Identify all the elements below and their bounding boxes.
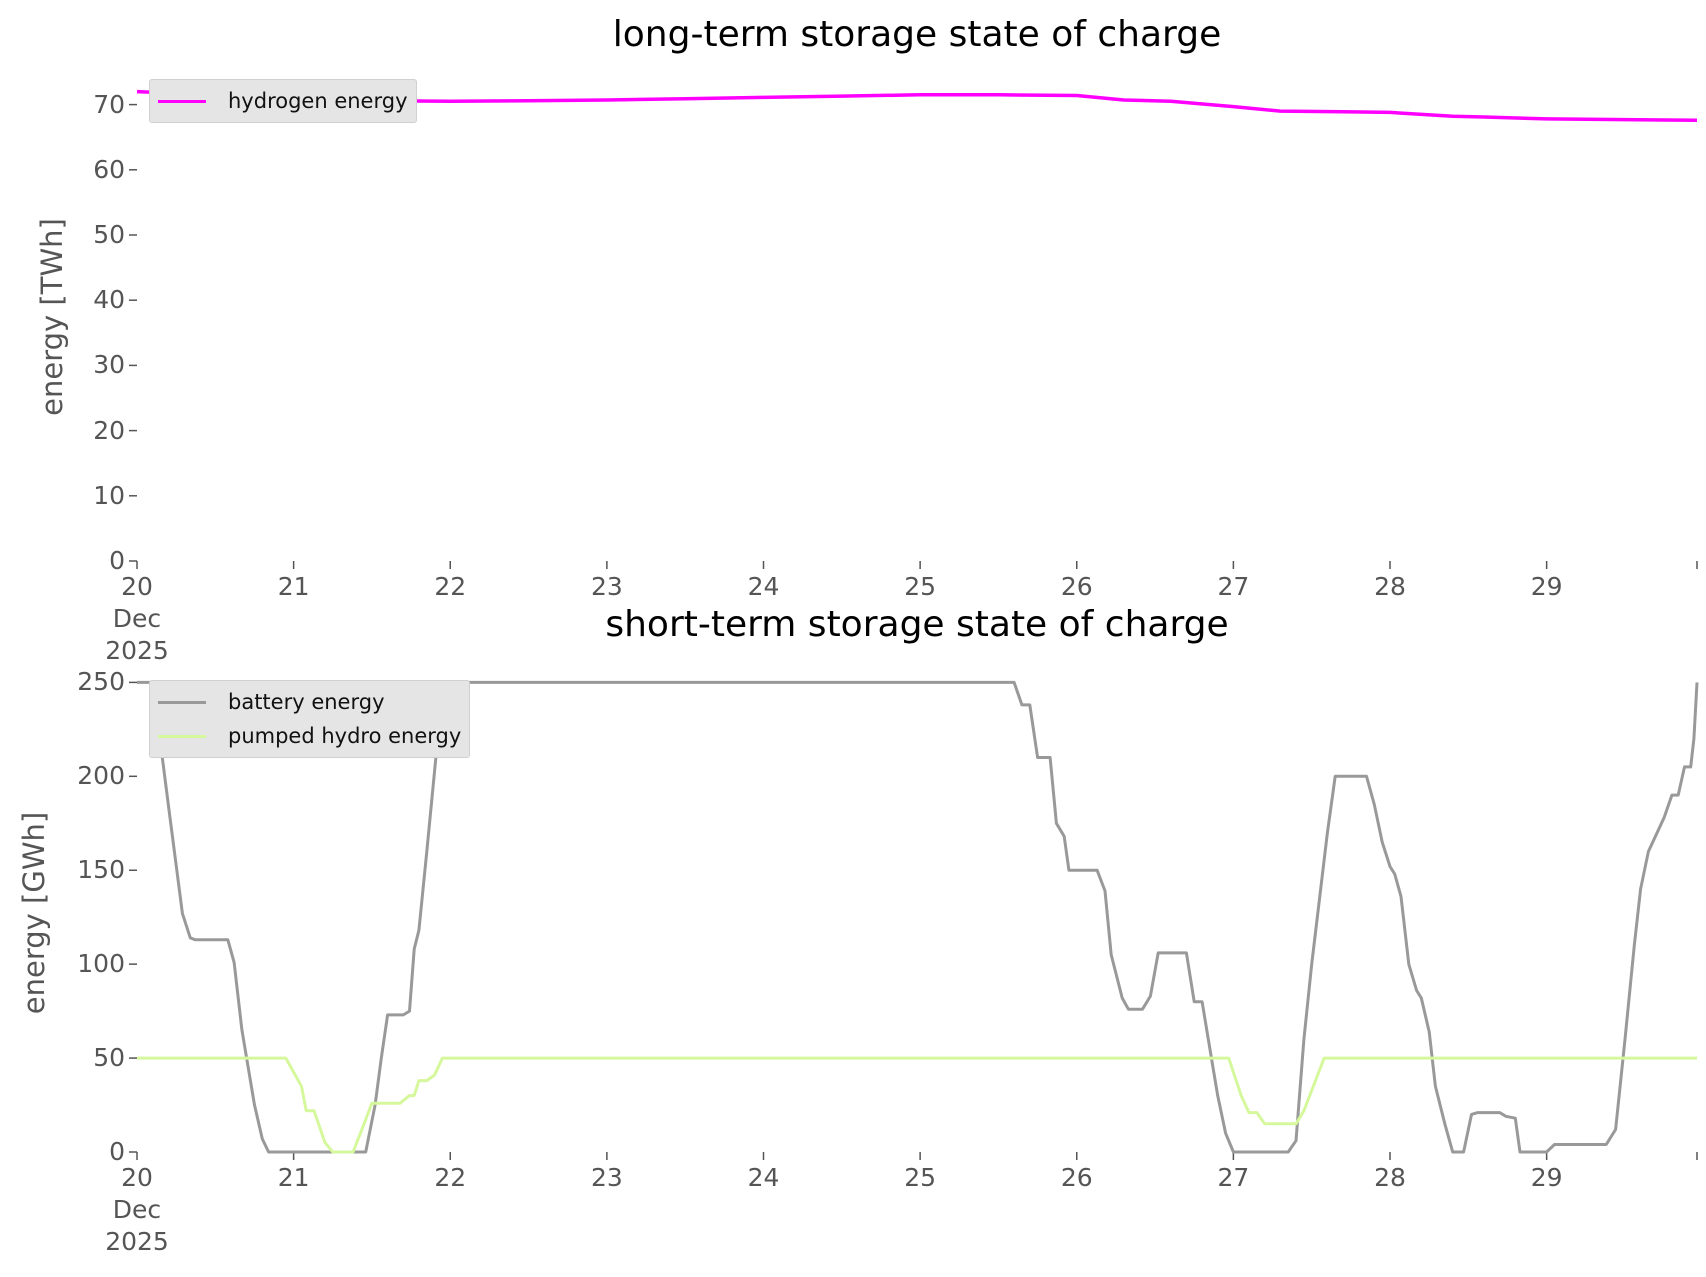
y-tick-label: 200 — [77, 761, 125, 791]
y-axis-label: energy [GWh] — [17, 811, 51, 1014]
y-tick-label: 30 — [93, 350, 125, 380]
y-tick-label: 250 — [77, 667, 125, 697]
x-tick-label: 27 — [1217, 1163, 1250, 1192]
x-tick-label: 24 — [747, 1163, 780, 1192]
y-tick-label: 10 — [93, 480, 125, 510]
y-tick-label: 50 — [93, 1043, 125, 1073]
legend: battery energy pumped hydro energy — [149, 680, 471, 758]
chart-title: short-term storage state of charge — [605, 604, 1229, 645]
x-tick-label: 21 — [277, 572, 310, 601]
y-axis-label: energy [TWh] — [35, 217, 69, 416]
y-tick-label: 100 — [77, 949, 125, 979]
chart-title: long-term storage state of charge — [612, 14, 1222, 55]
x-tick-label: 26 — [1060, 1163, 1093, 1192]
legend-entry: battery energy — [158, 685, 461, 719]
x-tick-label: 24 — [747, 572, 780, 601]
legend: hydrogen energy — [149, 79, 417, 123]
x-tick-label: 29 — [1530, 572, 1563, 601]
x-tick-label: 20 Dec 2025 — [105, 1163, 169, 1256]
y-tick-label: 60 — [93, 154, 125, 184]
legend-entry: hydrogen energy — [158, 84, 408, 118]
y-tick-label: 0 — [109, 1137, 125, 1166]
y-tick-label: 40 — [93, 285, 125, 315]
x-tick-label: 22 — [434, 572, 467, 601]
x-tick-label: 26 — [1060, 572, 1093, 601]
y-tick-label: 70 — [93, 89, 125, 119]
legend-swatch — [158, 99, 206, 103]
x-tick-label: 27 — [1217, 572, 1250, 601]
x-tick-label: 20 Dec 2025 — [105, 572, 169, 665]
y-tick-label: 50 — [93, 220, 125, 249]
x-tick-label: 21 — [277, 1163, 310, 1192]
legend-entry: pumped hydro energy — [158, 719, 461, 753]
y-tick-label: 0 — [109, 546, 125, 575]
legend-label: battery energy — [228, 690, 385, 714]
x-tick-label: 28 — [1374, 1163, 1406, 1192]
x-tick-label: 28 — [1374, 572, 1406, 601]
legend-swatch — [158, 700, 206, 704]
y-tick-label: 20 — [93, 415, 125, 445]
x-tick-label: 23 — [590, 1163, 623, 1192]
x-tick-label: 25 — [904, 572, 937, 601]
x-tick-label: 22 — [434, 1163, 467, 1192]
series-line — [137, 680, 1699, 1154]
x-tick-label: 29 — [1530, 1163, 1563, 1192]
y-tick-label: 150 — [77, 855, 125, 885]
series-line — [136, 89, 1698, 122]
x-tick-label: 25 — [904, 1163, 937, 1192]
legend-label: pumped hydro energy — [228, 724, 462, 748]
series-line — [137, 1056, 1697, 1154]
legend-label: hydrogen energy — [228, 89, 408, 113]
legend-swatch — [158, 734, 206, 738]
x-tick-label: 23 — [590, 572, 623, 601]
